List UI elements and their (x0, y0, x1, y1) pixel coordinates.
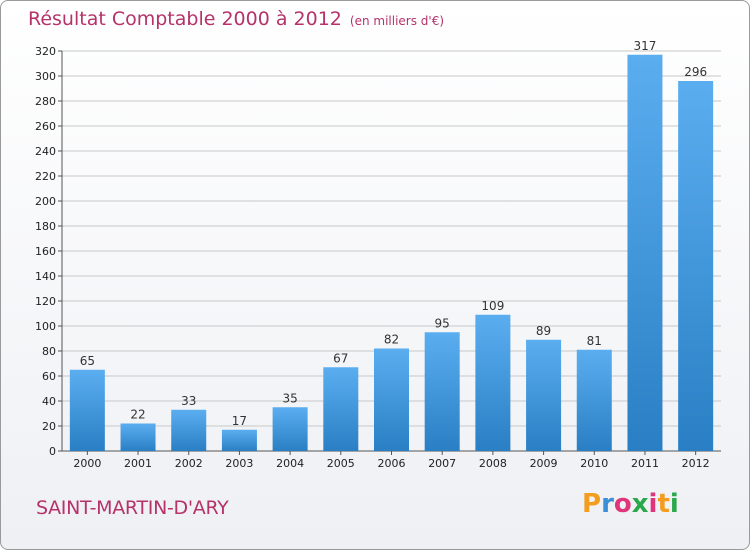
x-tick-label-2001: 2001 (124, 457, 152, 470)
y-tick-label: 240 (35, 145, 56, 158)
bar-2007 (424, 332, 460, 451)
proxiti-logo: Proxiti (582, 489, 679, 519)
chart-title-text: Résultat Comptable 2000 à 2012 (28, 8, 342, 30)
y-tick-label: 180 (35, 220, 56, 233)
logo-letter: i (669, 489, 679, 519)
x-tick-label-2006: 2006 (378, 457, 406, 470)
y-tick-label: 200 (35, 195, 56, 208)
x-tick-label-2007: 2007 (428, 457, 456, 470)
data-label-2005: 67 (333, 351, 348, 365)
x-tick-label-2002: 2002 (175, 457, 203, 470)
bar-2000 (69, 369, 105, 451)
y-tick-label: 20 (42, 420, 56, 433)
data-label-2008: 109 (481, 299, 504, 313)
data-label-2003: 17 (232, 414, 247, 428)
y-tick-label: 140 (35, 270, 56, 283)
data-label-2011: 317 (634, 39, 657, 53)
logo-letter: i (648, 489, 658, 519)
y-tick-label: 280 (35, 95, 56, 108)
logo-letter: r (601, 489, 614, 519)
y-tick-label: 0 (49, 445, 56, 458)
x-tick-label-2003: 2003 (225, 457, 253, 470)
x-tick-label-2009: 2009 (530, 457, 558, 470)
bar-2012 (678, 81, 714, 451)
data-label-2001: 22 (130, 408, 145, 422)
bar-2009 (526, 339, 562, 451)
logo-letter: o (613, 489, 632, 519)
data-label-2004: 35 (282, 391, 297, 405)
x-tick-label-2004: 2004 (276, 457, 304, 470)
logo-letter: P (582, 489, 602, 519)
data-label-2010: 81 (587, 334, 602, 348)
bar-2004 (272, 407, 308, 451)
data-label-2012: 296 (684, 65, 707, 79)
logo-letter: x (631, 489, 649, 519)
data-label-2006: 82 (384, 333, 399, 347)
y-tick-label: 320 (35, 45, 56, 58)
y-tick-label: 220 (35, 170, 56, 183)
logo-letter: t (657, 489, 670, 519)
y-tick-label: 40 (42, 395, 56, 408)
bar-2003 (221, 429, 257, 451)
bar-2005 (323, 367, 359, 451)
data-label-2002: 33 (181, 394, 196, 408)
y-tick-label: 60 (42, 370, 56, 383)
bar-2008 (475, 314, 511, 451)
x-tick-label-2000: 2000 (73, 457, 101, 470)
y-tick-label: 260 (35, 120, 56, 133)
bar-2001 (120, 423, 156, 451)
chart-title: Résultat Comptable 2000 à 2012 (en millie… (28, 8, 444, 30)
x-tick-label-2010: 2010 (580, 457, 608, 470)
data-label-2007: 95 (435, 316, 450, 330)
y-tick-label: 100 (35, 320, 56, 333)
chart-unit-note: (en milliers d'€) (349, 14, 445, 28)
bar-2006 (374, 348, 409, 451)
x-tick-label-2008: 2008 (479, 457, 507, 470)
commune-name: SAINT-MARTIN-D'ARY (36, 497, 229, 519)
y-tick-label: 300 (35, 70, 56, 83)
bar-2011 (627, 54, 663, 451)
x-tick-label-2011: 2011 (631, 457, 659, 470)
y-tick-label: 160 (35, 245, 56, 258)
x-tick-label-2012: 2012 (682, 457, 710, 470)
data-label-2009: 89 (536, 324, 551, 338)
y-tick-label: 120 (35, 295, 56, 308)
x-tick-label-2005: 2005 (327, 457, 355, 470)
y-tick-label: 80 (42, 345, 56, 358)
bar-2010 (576, 349, 612, 451)
data-label-2000: 65 (80, 354, 95, 368)
bar-2002 (171, 409, 207, 451)
